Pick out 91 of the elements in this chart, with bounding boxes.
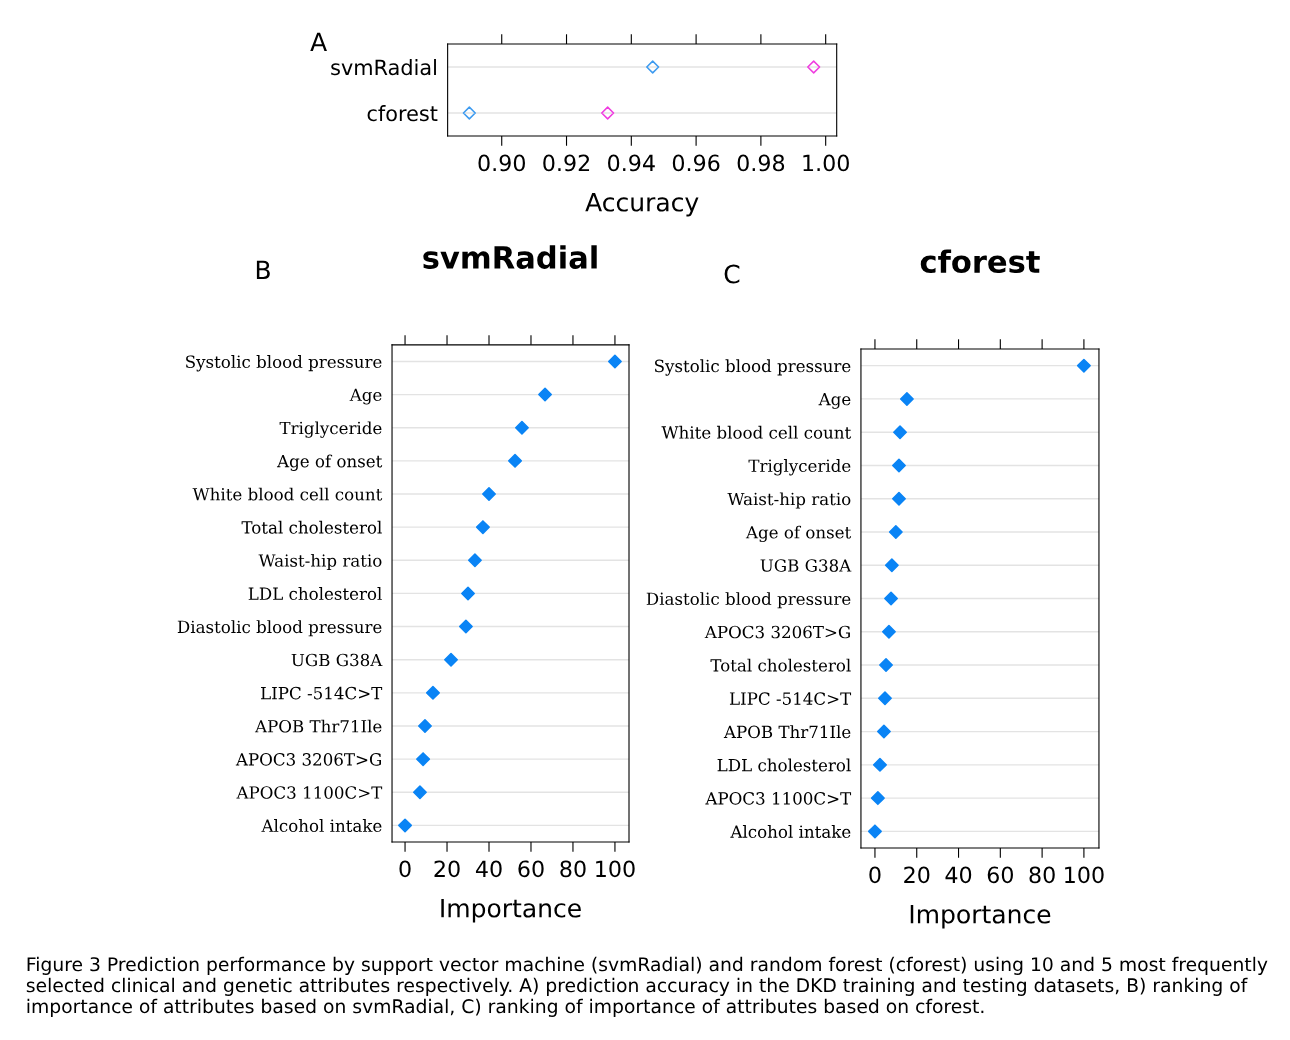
point: [482, 487, 496, 501]
point: [462, 106, 476, 120]
text: C: [724, 264, 740, 284]
point: [884, 558, 899, 573]
x-tick-label: 60: [518, 860, 544, 878]
y-tick-label: White blood cell count: [661, 425, 852, 439]
x-tick-label: 20: [434, 860, 460, 878]
x-tick-label: 80: [1029, 866, 1055, 884]
y-tick-label: LDL cholesterol: [248, 587, 382, 600]
y-tick-label: LDL cholesterol: [717, 758, 851, 772]
y-tick-label: Total cholesterol: [241, 520, 382, 534]
y-tick-label: Alcohol intake: [261, 819, 382, 832]
x-axis-title: Accuracy: [585, 193, 699, 217]
point: [872, 757, 887, 772]
x-axis-title: Importance: [910, 905, 1051, 929]
y-tick-label: APOC3 3206T>G: [704, 625, 850, 639]
point: [878, 691, 892, 706]
point: [418, 719, 432, 733]
point: [1076, 358, 1091, 373]
x-tick-label: 0.96: [672, 154, 720, 172]
text: A: [310, 32, 327, 51]
y-tick-label: Triglyceride: [748, 459, 851, 476]
y-tick-label: Systolic blood pressure: [186, 355, 382, 372]
y-tick-label: Diastolic blood pressure: [646, 592, 851, 609]
point: [807, 60, 821, 74]
point: [508, 453, 523, 468]
y-tick-label: Age of onset: [276, 454, 383, 471]
x-tick-label: 0: [399, 860, 411, 878]
y-tick-label: Diastolic blood pressure: [177, 620, 382, 637]
y-tick-label: LIPC -514C>T: [729, 692, 852, 705]
y-tick-label: White blood cell count: [192, 487, 383, 501]
point: [888, 525, 903, 539]
point: [444, 652, 458, 667]
point: [876, 724, 891, 739]
point: [475, 520, 490, 535]
point: [892, 491, 906, 506]
x-tick-label: 0.98: [737, 154, 785, 172]
point: [646, 60, 660, 74]
x-tick-label: 40: [475, 860, 502, 878]
x-tick-label: 100: [596, 860, 635, 878]
point: [416, 752, 431, 767]
point: [461, 586, 475, 601]
y-tick-label: Alcohol intake: [730, 825, 851, 838]
chart-title: cforest: [920, 249, 1040, 274]
point: [458, 619, 473, 634]
point: [867, 824, 882, 839]
y-tick-label: LIPC -514C>T: [261, 686, 383, 700]
text: B: [256, 260, 270, 279]
point: [879, 658, 893, 673]
point: [412, 785, 427, 800]
point: [538, 387, 553, 402]
x-tick-label: 0.92: [543, 154, 590, 172]
y-tick-label: Age: [349, 388, 382, 405]
point: [398, 818, 413, 833]
point: [899, 391, 914, 406]
x-tick-label: 0: [869, 866, 881, 884]
x-tick-label: 1.00: [803, 154, 849, 172]
point: [514, 420, 529, 435]
point: [467, 553, 482, 568]
y-tick-label: Systolic blood pressure: [655, 359, 851, 376]
x-tick-label: 0.90: [478, 154, 525, 172]
point: [892, 458, 906, 473]
y-tick-label: Triglyceride: [279, 421, 382, 438]
x-tick-label: 80: [560, 860, 586, 878]
point: [870, 791, 885, 806]
x-tick-label: 20: [904, 866, 930, 884]
x-axis-title: Importance: [441, 898, 581, 923]
x-tick-label: 40: [945, 866, 972, 884]
y-tick-label: Age: [818, 392, 851, 409]
y-tick-label: APOC3 1100C>T: [236, 786, 383, 799]
y-tick-label: Age of onset: [745, 525, 852, 543]
caption: Figure 3 Prediction performance by support vector machine (svmRadial) and random forest (cforest) using 10 and 5 most frequently selected clinical and genetic attributes respectively. A) prediction accuracy in the DKD training and testing datasets, B) ranking of importance of attributes based on svmRadial, C) ranking of importance of attributes based on cforest.: [26, 956, 1268, 1017]
point: [893, 425, 907, 440]
x-tick-label: 0.94: [608, 154, 655, 172]
chart-title: svmRadial: [423, 245, 597, 269]
point: [425, 685, 440, 700]
y-tick-label: APOC3 3206T>G: [235, 753, 381, 766]
x-tick-label: 60: [987, 866, 1013, 884]
point: [601, 106, 615, 120]
point: [884, 591, 899, 606]
y-tick-label: APOB Thr71Ile: [723, 725, 851, 739]
y-tick-label: Waist-hip ratio: [258, 553, 382, 571]
y-tick-label: UGB G38A: [291, 653, 383, 667]
x-tick-label: 100: [1065, 866, 1104, 884]
y-tick-label: APOC3 1100C>T: [705, 792, 852, 805]
point: [881, 624, 896, 639]
y-tick-label: APOB Thr71Ile: [254, 719, 382, 733]
y-tick-label: Total cholesterol: [710, 658, 851, 672]
y-tick-label: Waist-hip ratio: [727, 492, 851, 509]
y-tick-label: UGB G38A: [760, 559, 852, 572]
point: [607, 354, 622, 369]
